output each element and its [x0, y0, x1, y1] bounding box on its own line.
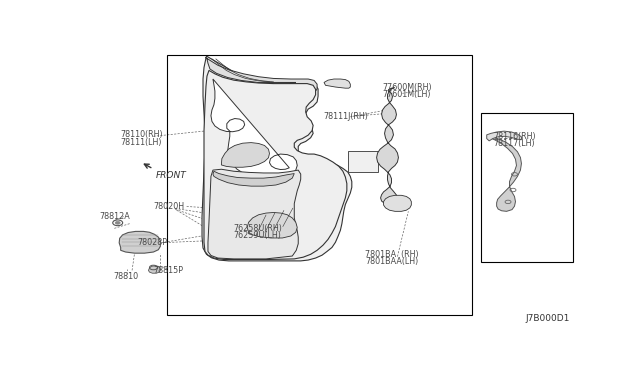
- Polygon shape: [205, 58, 317, 97]
- Bar: [167, 55, 472, 315]
- Polygon shape: [376, 87, 399, 205]
- FancyBboxPatch shape: [348, 151, 378, 172]
- Bar: [481, 113, 573, 262]
- Polygon shape: [491, 136, 522, 211]
- Text: 77600M(RH): 77600M(RH): [383, 83, 432, 92]
- Text: 78810: 78810: [114, 272, 139, 280]
- Text: 78020H: 78020H: [154, 202, 184, 211]
- Text: 78028P: 78028P: [137, 238, 167, 247]
- Polygon shape: [213, 171, 294, 186]
- Text: 76258U(RH): 76258U(RH): [234, 224, 283, 233]
- Text: 78117(LH): 78117(LH): [493, 139, 535, 148]
- Text: 7801BAA(LH): 7801BAA(LH): [365, 257, 419, 266]
- Polygon shape: [247, 212, 297, 238]
- Polygon shape: [148, 266, 161, 273]
- Polygon shape: [208, 169, 301, 259]
- Polygon shape: [119, 231, 161, 253]
- Text: 76259U(LH): 76259U(LH): [234, 231, 282, 240]
- Text: 77601M(LH): 77601M(LH): [383, 90, 431, 99]
- Circle shape: [115, 221, 120, 224]
- Text: 78815P: 78815P: [154, 266, 184, 275]
- Text: 78116(RH): 78116(RH): [493, 132, 536, 141]
- Polygon shape: [202, 56, 352, 261]
- Polygon shape: [211, 79, 297, 179]
- Polygon shape: [383, 195, 412, 211]
- Polygon shape: [204, 70, 347, 260]
- Text: FRONT: FRONT: [156, 171, 186, 180]
- Polygon shape: [324, 79, 350, 88]
- Text: 78111J(RH): 78111J(RH): [323, 112, 368, 121]
- Text: J7B000D1: J7B000D1: [525, 314, 570, 323]
- Text: 7801BA  (RH): 7801BA (RH): [365, 250, 419, 259]
- Polygon shape: [486, 131, 522, 141]
- Text: 78110(RH): 78110(RH): [121, 130, 163, 140]
- Text: 78111(LH): 78111(LH): [121, 138, 162, 147]
- Polygon shape: [221, 142, 269, 167]
- Text: 78812A: 78812A: [100, 212, 131, 221]
